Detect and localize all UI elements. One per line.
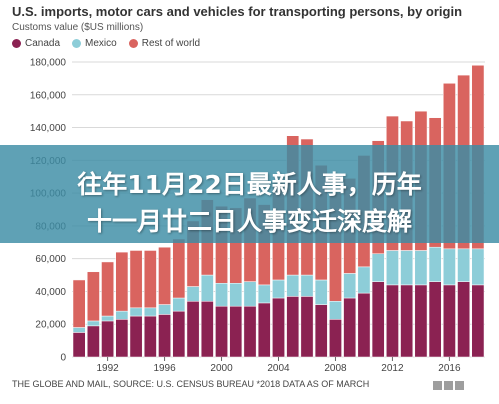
bar-canada-1993	[115, 319, 129, 358]
bar-mexico-1994	[129, 307, 143, 317]
bar-canada-1995	[143, 315, 157, 358]
bar-canada-1998	[186, 301, 200, 358]
x-axis: 1992 1996 2000 2004 2008 2012 2016	[96, 357, 461, 374]
bar-mexico-1997	[172, 297, 186, 312]
bar-canada-1996	[158, 314, 171, 358]
publisher-logo-icon	[433, 381, 464, 390]
bar-canada-2002	[243, 305, 257, 358]
bar-mexico-2000	[215, 283, 228, 307]
bar-mexico-1998	[186, 286, 200, 302]
bar-canada-2005	[286, 296, 300, 358]
bar-canada-1992	[101, 320, 114, 358]
y-tick-label: 60,000	[35, 254, 66, 265]
bar-canada-2008	[329, 319, 342, 358]
bar-mexico-2008	[329, 301, 342, 320]
bar-mexico-2011	[371, 253, 385, 282]
chart-subtitle: Customs value ($US millions)	[12, 22, 144, 33]
bar-rest-of-world-1993	[115, 251, 129, 312]
bar-canada-2014	[414, 284, 428, 358]
bar-rest-of-world-1990	[72, 279, 86, 328]
bar-mexico-1999	[200, 274, 214, 302]
bar-canada-2013	[400, 284, 414, 358]
bar-canada-2006	[300, 296, 314, 358]
x-tick-label: 1992	[96, 363, 119, 374]
legend-label-rest-of-world: Rest of world	[141, 38, 201, 49]
x-tick-label: 1996	[153, 363, 176, 374]
bar-mexico-2015	[428, 246, 442, 282]
bar-canada-2000	[215, 305, 228, 358]
bar-mexico-2010	[357, 266, 371, 294]
bar-canada-2009	[343, 297, 357, 358]
bar-canada-2018	[471, 284, 485, 358]
bar-canada-1999	[200, 301, 214, 358]
bar-canada-2001	[229, 305, 243, 358]
bar-mexico-2009	[343, 273, 357, 299]
legend-item-canada: Canada	[12, 38, 60, 49]
bar-mexico-1996	[158, 304, 171, 315]
bar-canada-2007	[314, 304, 328, 358]
bar-canada-1997	[172, 310, 186, 358]
legend-swatch-mexico	[72, 39, 82, 48]
legend-item-mexico: Mexico	[72, 38, 117, 49]
bar-canada-1994	[129, 315, 143, 358]
bar-canada-1991	[86, 325, 100, 358]
bar-mexico-2001	[229, 283, 243, 307]
y-tick-label: 0	[60, 353, 66, 364]
bar-rest-of-world-1995	[143, 250, 157, 309]
x-tick-label: 2016	[438, 363, 461, 374]
bar-mexico-1991	[86, 320, 100, 327]
bar-canada-1990	[72, 332, 86, 358]
y-tick-label: 40,000	[35, 287, 66, 298]
bar-mexico-2013	[400, 250, 414, 286]
bar-mexico-2007	[314, 279, 328, 305]
bar-canada-2017	[457, 281, 471, 358]
bar-mexico-2003	[257, 284, 271, 304]
legend-item-rest-of-world: Rest of world	[128, 38, 201, 49]
bar-mexico-2016	[443, 248, 456, 286]
bar-mexico-2017	[457, 248, 471, 282]
bar-mexico-2014	[414, 250, 428, 286]
bar-mexico-1993	[115, 310, 129, 320]
y-tick-label: 20,000	[35, 320, 66, 331]
bar-mexico-1995	[143, 307, 157, 317]
x-tick-label: 2008	[324, 363, 347, 374]
source-note: THE GLOBE AND MAIL, SOURCE: U.S. CENSUS …	[12, 379, 370, 389]
headline-overlay: 往年11月22日最新人事，历年 十一月廿二日人事变迁深度解	[0, 145, 499, 243]
bar-rest-of-world-1994	[129, 250, 143, 309]
legend: Canada Mexico Rest of world	[12, 38, 200, 49]
y-tick-label: 160,000	[30, 90, 67, 101]
bar-rest-of-world-1991	[86, 271, 100, 322]
bar-canada-2012	[386, 284, 399, 358]
bar-canada-2016	[443, 284, 456, 358]
legend-label-mexico: Mexico	[85, 38, 117, 49]
legend-swatch-rest-of-world	[128, 39, 138, 48]
bar-mexico-2018	[471, 248, 485, 286]
bar-mexico-1990	[72, 327, 86, 333]
bar-mexico-2006	[300, 274, 314, 297]
bar-rest-of-world-1997	[172, 238, 186, 299]
bar-canada-2003	[257, 302, 271, 358]
bar-mexico-2012	[386, 250, 399, 286]
bar-rest-of-world-1996	[158, 246, 171, 305]
x-tick-label: 2012	[381, 363, 404, 374]
legend-swatch-canada	[12, 39, 21, 48]
headline-line-1: 往年11月22日最新人事，历年	[77, 170, 422, 199]
bar-canada-2015	[428, 281, 442, 358]
bar-canada-2004	[272, 297, 285, 358]
bar-canada-2011	[371, 281, 385, 358]
bar-mexico-2002	[243, 281, 257, 307]
x-tick-label: 2000	[210, 363, 233, 374]
bar-rest-of-world-1992	[101, 261, 114, 317]
y-tick-label: 180,000	[30, 58, 67, 69]
bar-canada-2010	[357, 292, 371, 358]
bar-mexico-1992	[101, 315, 114, 322]
y-tick-label: 140,000	[30, 123, 67, 134]
bar-mexico-2005	[286, 274, 300, 297]
headline-line-2: 十一月廿二日人事变迁深度解	[86, 207, 412, 236]
chart-title: U.S. imports, motor cars and vehicles fo…	[12, 4, 463, 19]
x-tick-label: 2004	[267, 363, 290, 374]
legend-label-canada: Canada	[25, 38, 61, 49]
bar-mexico-2004	[272, 279, 285, 299]
